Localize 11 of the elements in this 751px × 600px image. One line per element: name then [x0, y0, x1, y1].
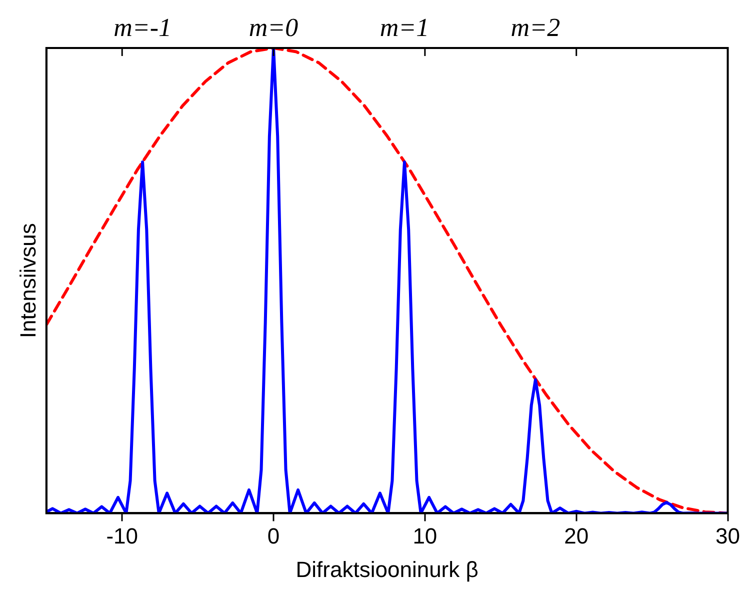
x-tick-label: 20 — [564, 523, 589, 548]
text: m=-1 — [114, 12, 172, 42]
x-tick-label: -10 — [106, 523, 138, 548]
text: m=0 — [248, 12, 298, 42]
text: m=1 — [380, 12, 430, 42]
text: m=2 — [510, 12, 560, 42]
x-tick-label: 10 — [412, 523, 438, 548]
y-axis-title: Intensiivsus — [15, 223, 40, 338]
x-tick-label: 30 — [716, 523, 740, 548]
x-tick-label: 0 — [267, 523, 280, 548]
x-axis-title: Difraktsiooninurk β — [296, 556, 478, 582]
